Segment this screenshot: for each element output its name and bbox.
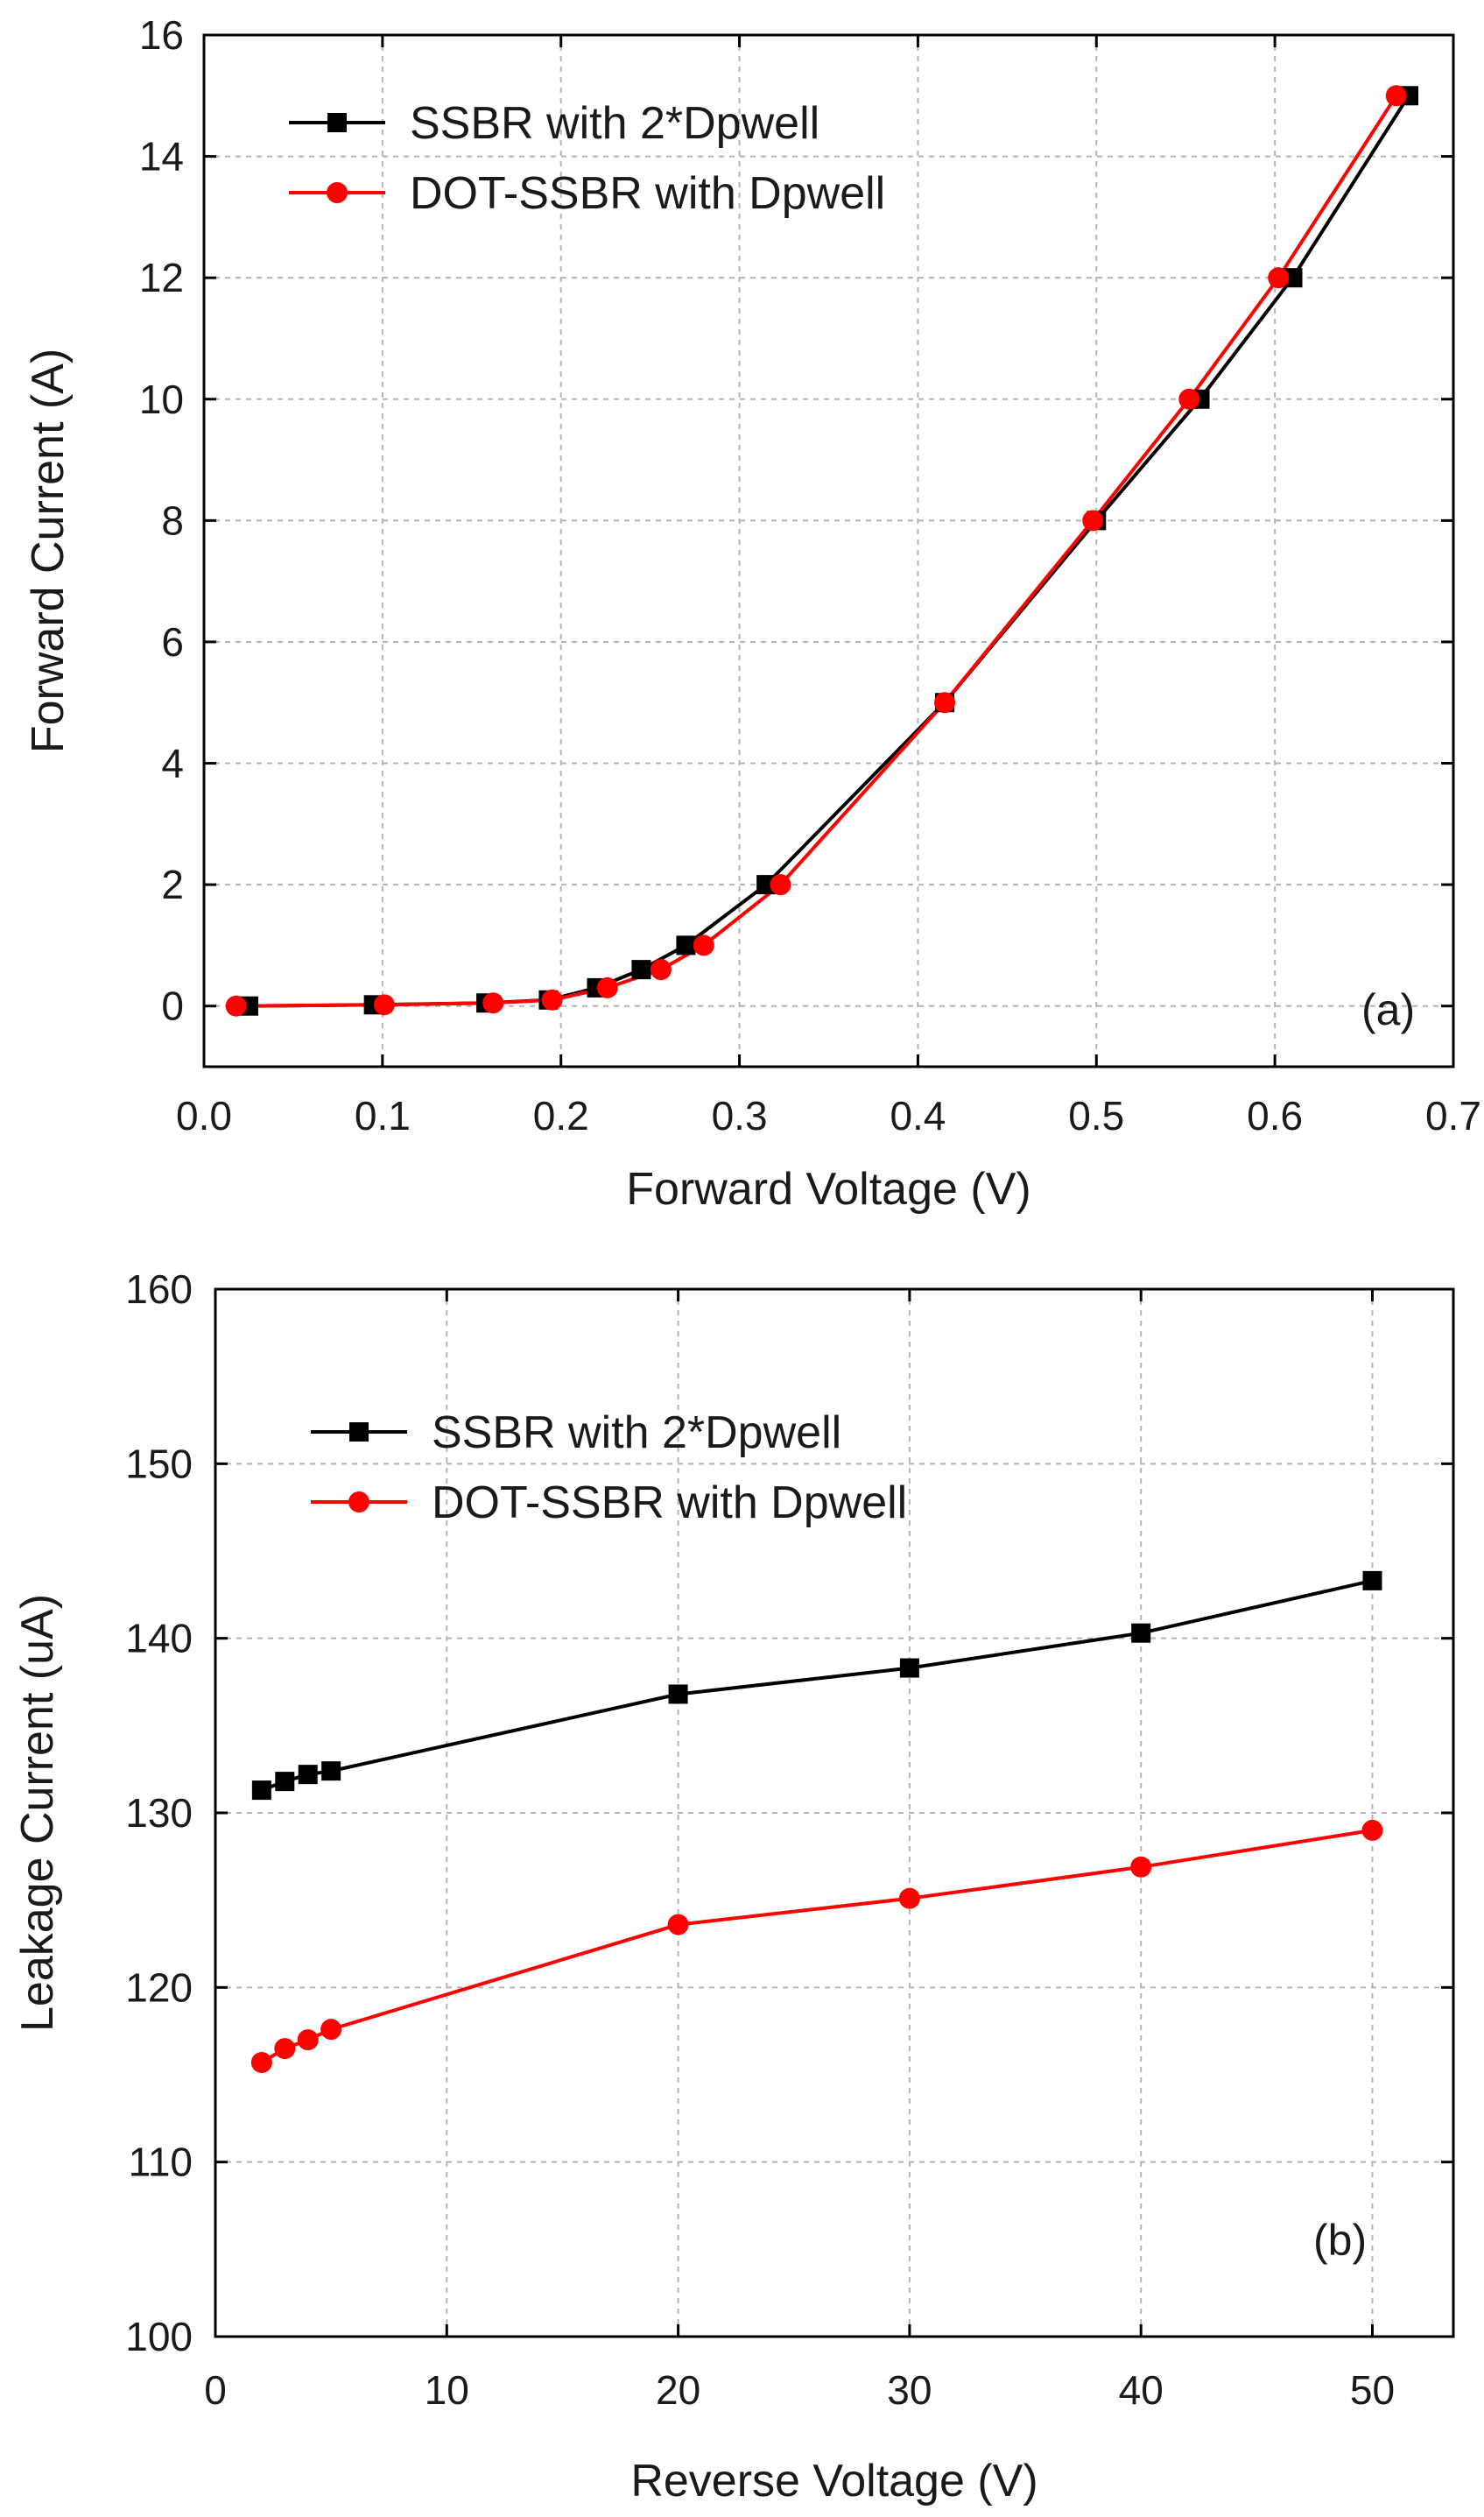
- y-tick-label: 6: [161, 619, 184, 665]
- data-point-dot-ssbr: [274, 2038, 296, 2060]
- x-tick-label: 10: [425, 2367, 469, 2413]
- x-tick-label: 20: [656, 2367, 700, 2413]
- legend-label: DOT-SSBR with Dpwell: [432, 1477, 907, 1528]
- series-line-ssbr: [261, 1578, 1373, 1792]
- data-point-dot-ssbr: [541, 989, 563, 1011]
- x-tick-label: 0: [204, 2367, 227, 2413]
- data-point-ssbr: [251, 1780, 271, 1801]
- legend-label: SSBR with 2*Dpwell: [410, 98, 819, 149]
- legend-swatch-marker: [348, 1491, 369, 1512]
- x-axis-title: Forward Voltage (V): [626, 1164, 1030, 1215]
- x-tick-label: 0.2: [533, 1093, 589, 1139]
- series-line-dot-ssbr: [236, 95, 1398, 1008]
- y-tick-label: 8: [161, 497, 184, 543]
- data-point-dot-ssbr: [650, 959, 672, 981]
- x-tick-label: 30: [887, 2367, 932, 2413]
- data-point-ssbr: [668, 1684, 688, 1704]
- panel-label: (b): [1313, 2216, 1367, 2265]
- x-tick-label: 40: [1119, 2367, 1164, 2413]
- data-point-dot-ssbr: [770, 874, 791, 896]
- y-tick-label: 110: [129, 2140, 193, 2185]
- data-point-dot-ssbr: [898, 1887, 920, 1909]
- data-point-ssbr: [321, 1761, 341, 1781]
- data-point-ssbr: [631, 960, 651, 980]
- legend-label: SSBR with 2*Dpwell: [432, 1407, 841, 1458]
- y-tick-label: 130: [125, 1790, 193, 1836]
- data-point-ssbr: [1283, 268, 1303, 288]
- data-point-dot-ssbr: [320, 2019, 342, 2041]
- y-tick-label: 10: [139, 377, 184, 422]
- series-line-ssbr: [248, 95, 1410, 1008]
- x-tick-label: 0.1: [355, 1093, 411, 1139]
- data-point-dot-ssbr: [1178, 388, 1200, 410]
- x-tick-label: 0.3: [712, 1093, 768, 1139]
- data-point-dot-ssbr: [693, 934, 714, 956]
- x-tick-label: 0.7: [1425, 1093, 1481, 1139]
- data-point-dot-ssbr: [225, 995, 247, 1017]
- data-point-dot-ssbr: [1385, 85, 1407, 107]
- legend-swatch-marker: [327, 113, 347, 132]
- x-tick-label: 0.6: [1247, 1093, 1303, 1139]
- data-point-dot-ssbr: [1268, 267, 1290, 289]
- series-line-dot-ssbr: [260, 1828, 1373, 2064]
- y-tick-label: 2: [161, 862, 184, 907]
- y-axis-title: Forward Current (A): [23, 349, 74, 753]
- data-point-ssbr: [298, 1765, 318, 1785]
- y-tick-label: 160: [125, 1266, 193, 1312]
- data-point-dot-ssbr: [482, 992, 504, 1014]
- y-tick-label: 14: [139, 134, 184, 180]
- x-tick-label: 0.0: [176, 1093, 232, 1139]
- y-tick-label: 100: [125, 2314, 193, 2359]
- x-tick-label: 50: [1350, 2367, 1395, 2413]
- plot-frame: [202, 33, 1455, 1068]
- data-point-dot-ssbr: [1361, 1819, 1383, 1841]
- x-tick-label: 0.5: [1068, 1093, 1124, 1139]
- data-point-dot-ssbr: [934, 692, 956, 714]
- legend-label: DOT-SSBR with Dpwell: [410, 168, 885, 219]
- legend-swatch-marker: [327, 182, 348, 203]
- data-point-dot-ssbr: [667, 1914, 689, 1935]
- chart-panel-b: 0 10 20 30 40 50 100 110 120 130 140 150 160 SSBR wit…: [12, 1266, 1455, 2506]
- data-point-ssbr: [275, 1772, 295, 1792]
- data-point-ssbr: [756, 875, 777, 895]
- data-point-dot-ssbr: [1082, 510, 1104, 532]
- y-axis-title: Leakage Current (uA): [12, 1594, 63, 2032]
- data-point-ssbr: [1362, 1570, 1382, 1590]
- data-point-dot-ssbr: [373, 994, 395, 1016]
- x-tick-label: 0.4: [890, 1093, 946, 1139]
- y-tick-label: 140: [125, 1616, 193, 1661]
- y-tick-label: 0: [161, 984, 184, 1029]
- panel-label: (a): [1361, 985, 1415, 1034]
- data-point-dot-ssbr: [297, 2029, 319, 2051]
- data-point-ssbr: [899, 1658, 919, 1678]
- y-tick-label: 16: [139, 12, 184, 58]
- data-point-ssbr: [676, 935, 696, 955]
- y-tick-label: 150: [125, 1441, 193, 1486]
- plot-frame: [214, 1287, 1455, 2338]
- data-point-ssbr: [1131, 1623, 1151, 1643]
- y-tick-label: 12: [139, 255, 184, 300]
- data-point-dot-ssbr: [1130, 1856, 1152, 1878]
- chart-panel-a: 0.0 0.1 0.2 0.3 0.4 0.5 0.6 0.7 0 2 4 6 8 10 12 14 16 SSB…: [23, 12, 1481, 1215]
- data-point-dot-ssbr: [250, 2052, 272, 2074]
- legend-swatch-marker: [349, 1422, 369, 1442]
- data-point-dot-ssbr: [596, 976, 618, 998]
- x-axis-title: Reverse Voltage (V): [630, 2456, 1037, 2506]
- y-tick-label: 120: [125, 1964, 193, 2010]
- y-tick-label: 4: [161, 741, 184, 786]
